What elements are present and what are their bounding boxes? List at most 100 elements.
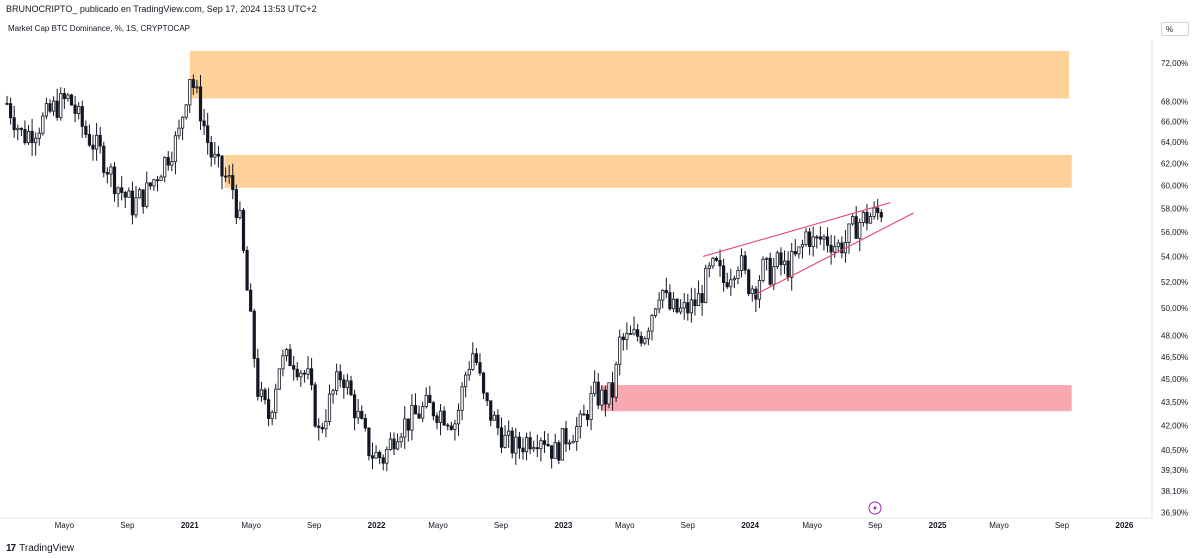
candle-body [782, 260, 787, 266]
candle-body [639, 335, 643, 344]
candle-body [424, 394, 428, 408]
candle-body [546, 444, 550, 447]
candle-body [718, 259, 722, 267]
percent-scale-button[interactable]: % [1161, 22, 1189, 36]
candle-body [833, 246, 837, 253]
candle-body [180, 116, 185, 129]
candle-body [306, 368, 310, 375]
zone-support [600, 385, 1072, 412]
candle-body [829, 244, 833, 253]
candle-body [757, 280, 762, 300]
candle-body [284, 349, 289, 357]
candle-body [342, 379, 346, 388]
price-tick-label: 54,00% [1161, 252, 1188, 261]
candle-body [818, 236, 822, 240]
candle-body [392, 438, 396, 450]
candle-body [707, 265, 711, 269]
candle-body [41, 115, 45, 134]
candle-body [596, 381, 600, 406]
candle-body [456, 409, 461, 425]
candle-body [571, 441, 575, 444]
price-chart[interactable]: 72,00% 68,00% 66,00% 64,00% 62,00% 60,00% 58,0… [0, 0, 1200, 540]
candle-body [793, 251, 797, 255]
candle-body [664, 289, 668, 294]
candle-body [653, 308, 658, 316]
symbol-title[interactable]: Market Cap BTC Dominance, %, 1S, CRYPTOC… [8, 24, 190, 33]
candle-body [822, 236, 826, 240]
candle-body [800, 243, 805, 248]
candle-body [98, 134, 102, 147]
candle-body [492, 414, 496, 421]
candle-body [550, 445, 554, 459]
candle-body [772, 266, 776, 285]
candle-body [861, 211, 865, 223]
candle-body [352, 394, 357, 419]
candle-body [499, 427, 504, 448]
candle-body [417, 413, 421, 419]
candle-body [840, 242, 844, 254]
price-tick-label: 45,00% [1161, 375, 1188, 384]
candle-body [378, 451, 382, 459]
candle-body [722, 265, 726, 283]
candle-body [775, 252, 779, 268]
trendline-layer [702, 202, 914, 296]
candle-body [481, 372, 486, 394]
candle-body [442, 410, 446, 426]
price-tick-label: 52,00% [1161, 278, 1188, 287]
zone-resistance-mid [224, 154, 1072, 188]
candle-body [356, 410, 360, 419]
candle-body [514, 436, 518, 454]
lightning-icon[interactable] [868, 501, 882, 515]
time-tick-label: Mayo [241, 521, 261, 530]
candle-body [55, 100, 59, 118]
time-tick-label: Mayo [802, 521, 822, 530]
candle-body [815, 236, 819, 239]
candle-body [374, 451, 378, 459]
candle-body [173, 135, 178, 163]
candle-body [847, 223, 851, 243]
candle-body [542, 440, 547, 445]
candle-body [428, 394, 432, 404]
time-tick-label: Sep [1055, 521, 1070, 530]
candle-body [26, 130, 31, 144]
candle-body [854, 216, 858, 239]
candle-body [395, 441, 400, 450]
logo-mark: 17 [6, 543, 16, 554]
candle-body [650, 315, 654, 332]
candle-body [693, 299, 697, 307]
candle-body [241, 209, 246, 251]
candle-body [34, 137, 38, 144]
candle-body [44, 103, 49, 117]
candle-body [345, 380, 350, 388]
candle-body [127, 190, 131, 198]
time-tick-label: Mayo [989, 521, 1009, 530]
time-tick-label: Mayo [55, 521, 75, 530]
candle-body [471, 353, 475, 370]
candle-body [621, 336, 625, 341]
candle-body [750, 288, 754, 295]
candle-body [367, 427, 371, 457]
price-tick-label: 46,50% [1161, 353, 1188, 362]
candle-body [446, 424, 450, 427]
candle-body [263, 389, 267, 401]
candle-body [213, 153, 217, 158]
candle-body [872, 207, 876, 217]
candle-body [120, 187, 124, 193]
candle-body [453, 423, 457, 430]
tradingview-logo[interactable]: 17 TradingView [6, 543, 74, 554]
candle-body [700, 293, 704, 303]
candle-body [23, 128, 27, 144]
candle-body [195, 86, 199, 89]
candle-body [5, 102, 9, 105]
candle-body [123, 192, 127, 198]
candle-body [600, 389, 604, 406]
candle-body [532, 447, 536, 450]
candle-body [145, 182, 149, 207]
candle-body [381, 457, 385, 464]
candle-body [403, 418, 407, 438]
price-tick-label: 58,00% [1161, 204, 1188, 213]
time-tick-label: Mayo [428, 521, 448, 530]
candle-body [686, 302, 690, 314]
candle-body [202, 120, 206, 127]
candle-body [507, 430, 511, 436]
